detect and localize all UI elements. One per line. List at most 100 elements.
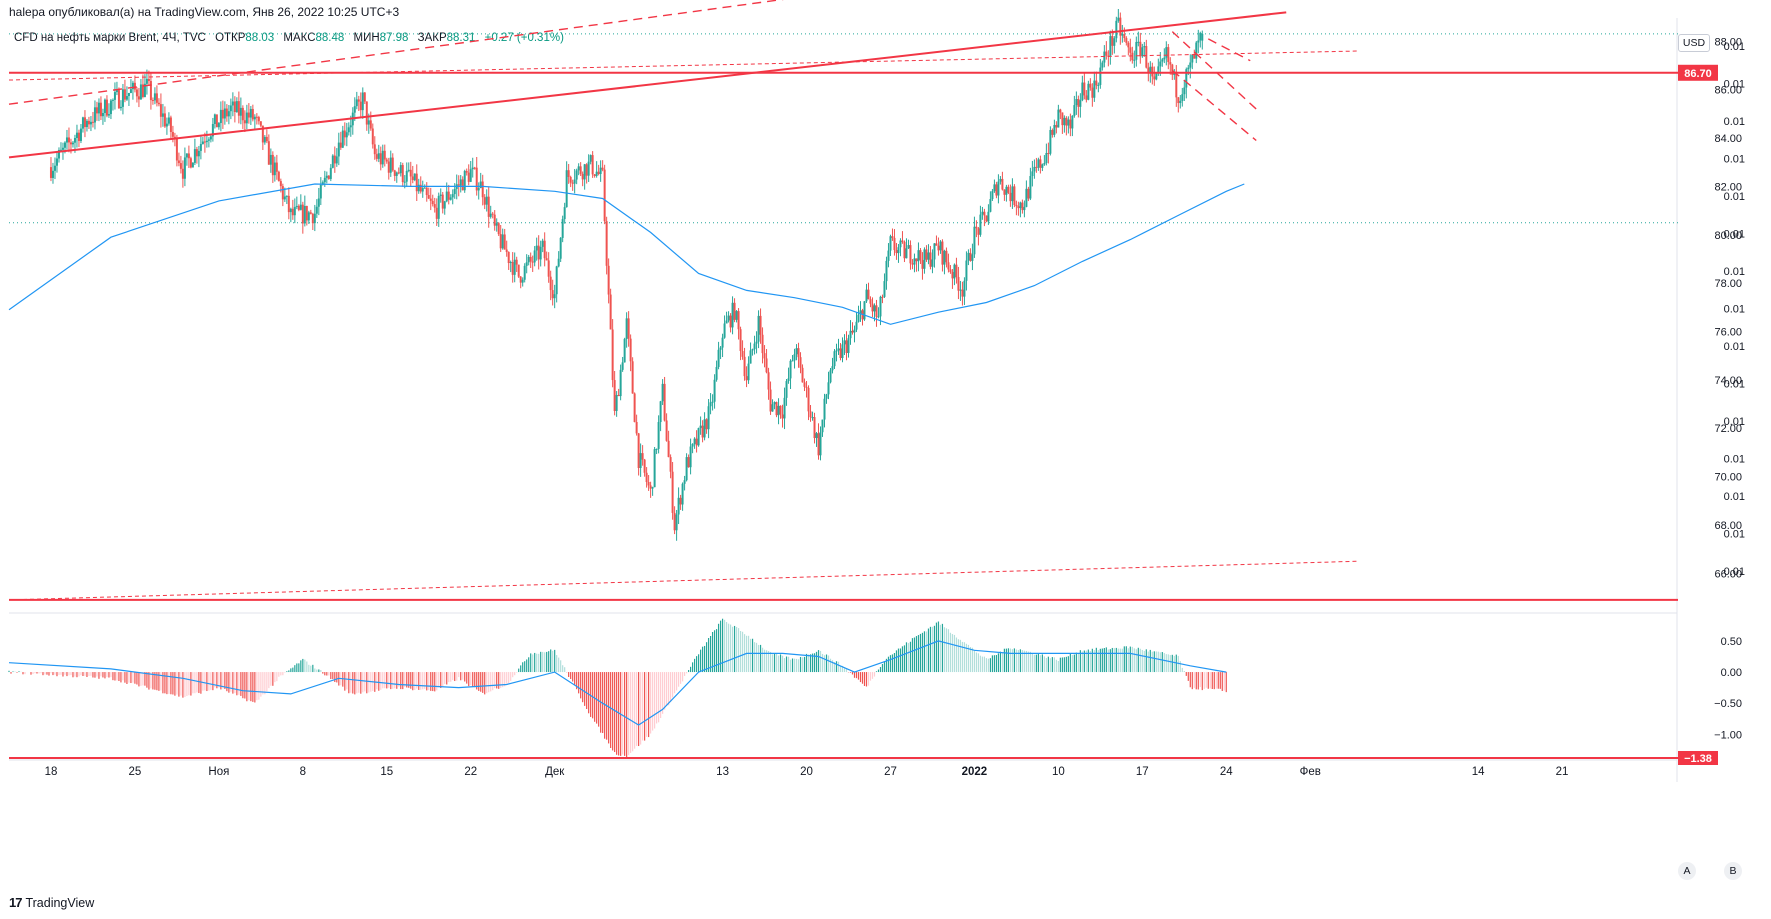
tradingview-logo[interactable]: 17 TradingView [9, 895, 94, 910]
candle-body [483, 197, 486, 205]
candle-body [1163, 57, 1166, 60]
high-label: МАКС [283, 32, 316, 44]
candle-body [551, 290, 554, 299]
candle-body [601, 167, 604, 170]
candle-body [927, 252, 930, 260]
candle-body [1045, 153, 1048, 164]
candle-body [617, 394, 620, 397]
candle-body [563, 207, 566, 220]
candle-body [441, 194, 444, 209]
candle-body [179, 163, 182, 169]
candle-body [567, 170, 570, 177]
axis-auto-button-a[interactable]: A [1678, 862, 1696, 880]
candle-body [501, 234, 504, 249]
candle-body [1015, 204, 1018, 207]
secondary-axis-label: 0.01 [1724, 341, 1745, 353]
candle-body [101, 113, 104, 117]
candle-body [637, 433, 640, 468]
price-tick-label: 72.00 [1714, 423, 1742, 435]
candle-body [1095, 80, 1098, 86]
candle-body [371, 128, 374, 145]
candle-body [265, 136, 268, 142]
candle-body [399, 165, 402, 174]
currency-button[interactable]: USD [1678, 34, 1710, 52]
candle-body [69, 142, 72, 145]
candle-body [663, 383, 666, 421]
candle-body [593, 174, 596, 176]
candle-body [901, 240, 904, 242]
candle-body [1169, 62, 1172, 65]
candle-body [737, 311, 740, 330]
candle-body [969, 252, 972, 261]
candle-body [1017, 206, 1020, 209]
time-tick-label: Дек [545, 766, 565, 778]
candle-body [1123, 34, 1126, 39]
candle-body [919, 250, 922, 261]
candle-body [1011, 186, 1014, 202]
candle-body [343, 130, 346, 138]
candle-body [1129, 47, 1132, 53]
candle-body [935, 243, 938, 246]
candle-body [1035, 166, 1038, 168]
price-tick-label: 86.00 [1714, 85, 1742, 97]
candle-body [619, 369, 622, 397]
candle-body [133, 82, 136, 90]
candle-body [1063, 117, 1066, 126]
candle-body [1075, 99, 1078, 106]
candle-body [541, 240, 544, 247]
candle-body [965, 260, 968, 281]
candle-body [877, 316, 880, 318]
candle-body [1009, 192, 1012, 202]
candle-body [681, 483, 684, 505]
candle-body [955, 264, 958, 278]
candle-body [765, 358, 768, 373]
candle-body [913, 258, 916, 265]
candle-body [87, 120, 90, 125]
candle-body [825, 394, 828, 399]
candle-body [1127, 42, 1130, 48]
candle-body [767, 372, 770, 390]
candle-body [115, 90, 118, 93]
time-tick-label: Фев [1300, 766, 1321, 778]
candle-body [495, 223, 498, 226]
candle-body [557, 258, 560, 267]
candle-body [481, 181, 484, 198]
candle-body [53, 165, 56, 171]
candle-body [261, 125, 264, 143]
candle-body [71, 142, 74, 145]
candle-body [215, 114, 218, 128]
candle-body [1121, 34, 1124, 36]
candle-body [191, 162, 194, 168]
candle-body [113, 92, 116, 100]
candle-body [439, 194, 442, 196]
candle-body [529, 256, 532, 262]
candle-body [1157, 66, 1160, 74]
candle-body [603, 169, 606, 222]
candle-body [903, 241, 906, 259]
axis-button-b[interactable]: B [1724, 862, 1742, 880]
candle-body [803, 382, 806, 387]
candle-body [479, 181, 482, 189]
candle-body [611, 329, 614, 381]
candle-body [243, 120, 246, 124]
candle-body [335, 156, 338, 164]
candle-body [325, 175, 328, 178]
candle-body [391, 157, 394, 171]
candle-body [1071, 115, 1074, 129]
candle-body [693, 438, 696, 444]
candle-body [813, 417, 816, 439]
candle-body [699, 425, 702, 429]
candle-body [417, 184, 420, 192]
trendline-dashed [8, 0, 784, 105]
candle-body [819, 432, 822, 456]
candle-body [289, 208, 292, 213]
candle-body [119, 106, 122, 109]
candle-body [1033, 166, 1036, 172]
price-tick-label: 84.00 [1714, 133, 1742, 145]
secondary-axis-label: 0.01 [1724, 416, 1745, 428]
price-tick-label: 74.00 [1714, 375, 1742, 387]
candle-body [309, 212, 312, 214]
candle-body [1049, 129, 1052, 154]
candle-body [359, 101, 362, 111]
